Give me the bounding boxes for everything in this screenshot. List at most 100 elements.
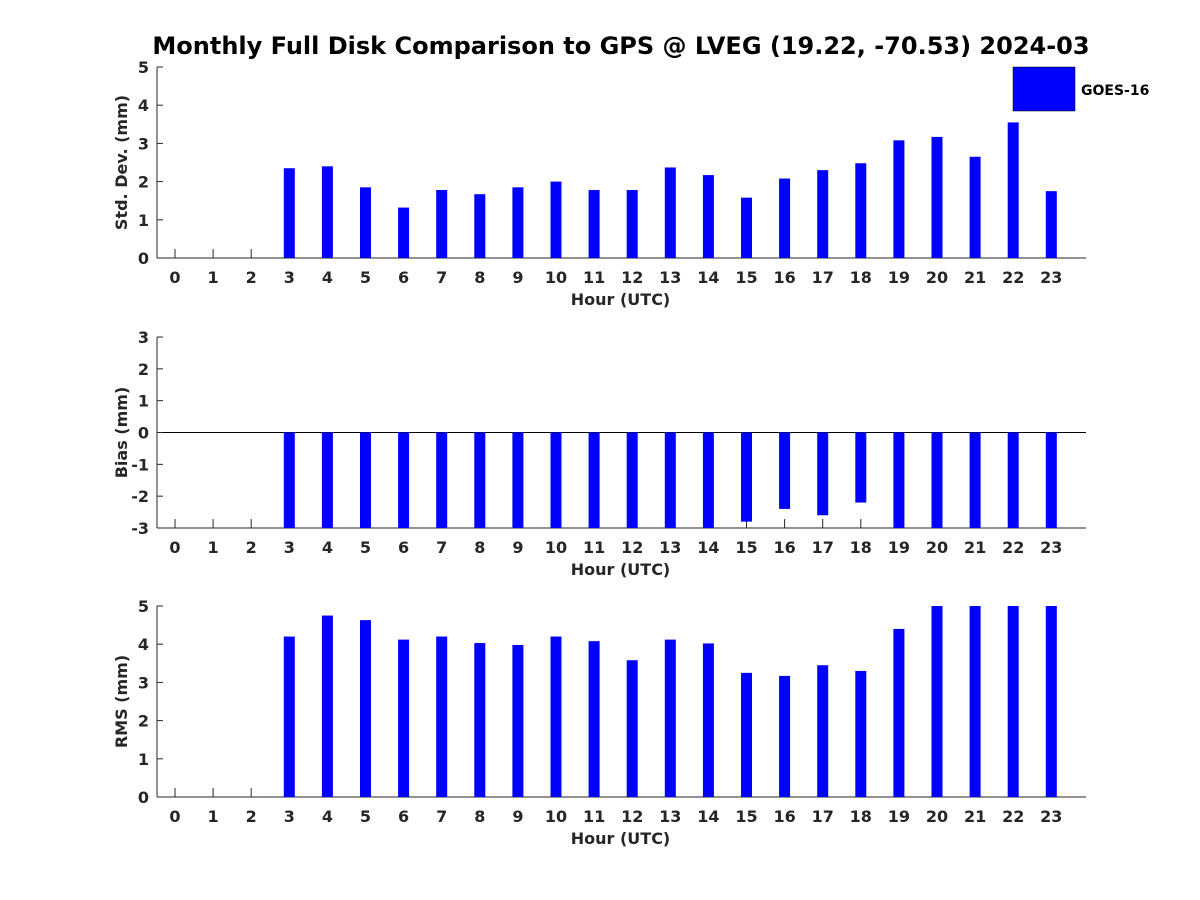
bar: [969, 432, 981, 528]
bar: [664, 432, 676, 528]
x-tick-label: 10: [545, 268, 567, 287]
x-tick-label: 10: [545, 538, 567, 557]
x-tick-label: 20: [926, 807, 948, 826]
x-tick-label: 21: [964, 268, 986, 287]
bar: [321, 432, 333, 528]
bar: [588, 432, 600, 528]
x-tick-label: 2: [246, 538, 257, 557]
bar: [626, 432, 638, 528]
bar: [817, 432, 829, 516]
bar: [474, 194, 486, 258]
x-tick-label: 20: [926, 268, 948, 287]
bar: [360, 620, 371, 797]
x-tick-label: 14: [697, 807, 719, 826]
x-tick-label: 5: [360, 538, 371, 557]
x-tick-label: 3: [284, 538, 295, 557]
bar: [664, 639, 676, 797]
bar: [817, 170, 829, 258]
x-tick-label: 4: [322, 807, 333, 826]
x-tick-label: 11: [583, 538, 605, 557]
bar: [702, 175, 714, 258]
legend-label-goes16: GOES-16: [1081, 83, 1149, 99]
bar: [702, 643, 714, 797]
x-tick-label: 22: [1002, 538, 1024, 557]
y-tick-label: -1: [131, 455, 149, 474]
bar: [321, 615, 333, 797]
bar: [512, 644, 524, 797]
x-tick-label: 7: [436, 807, 447, 826]
bar: [741, 197, 752, 258]
x-tick-label: 15: [735, 807, 757, 826]
bar: [550, 181, 562, 258]
x-tick-label: 23: [1040, 807, 1062, 826]
x-tick-label: 6: [398, 268, 409, 287]
bar: [474, 432, 486, 528]
x-tick-label: 9: [512, 807, 523, 826]
x-tick-label: 12: [621, 807, 643, 826]
x-tick-label: 18: [850, 538, 872, 557]
bar: [931, 136, 943, 258]
x-tick-label: 16: [773, 538, 795, 557]
y-tick-label: 0: [138, 424, 149, 443]
x-tick-label: 19: [888, 807, 910, 826]
bar: [360, 187, 371, 258]
x-tick-label: 15: [735, 538, 757, 557]
y-tick-label: 2: [138, 712, 149, 731]
bar: [741, 432, 752, 522]
x-tick-label: 11: [583, 807, 605, 826]
bar: [893, 432, 905, 528]
bar: [893, 628, 905, 797]
y-tick-label: 3: [138, 673, 149, 692]
bar: [283, 636, 295, 797]
bar: [321, 166, 333, 258]
bar: [779, 675, 791, 797]
bar: [436, 432, 448, 528]
x-tick-label: 15: [735, 268, 757, 287]
x-tick-label: 18: [850, 807, 872, 826]
x-tick-label: 13: [659, 807, 681, 826]
x-tick-label: 9: [512, 538, 523, 557]
bar: [398, 639, 410, 797]
y-tick-label: 4: [138, 96, 149, 115]
x-tick-label: 7: [436, 538, 447, 557]
x-tick-label: 4: [322, 268, 333, 287]
x-tick-label: 12: [621, 538, 643, 557]
bar: [550, 636, 562, 797]
x-tick-label: 0: [169, 807, 180, 826]
x-tick-label: 16: [773, 807, 795, 826]
bar: [398, 432, 410, 528]
x-tick-label: 2: [246, 807, 257, 826]
bar: [1007, 432, 1019, 528]
x-tick-label: 8: [474, 268, 485, 287]
bar: [436, 190, 448, 258]
bar: [664, 167, 676, 258]
bar: [702, 432, 714, 528]
y-tick-label: 0: [138, 788, 149, 807]
y-tick-label: 2: [138, 173, 149, 192]
x-tick-label: 17: [812, 538, 834, 557]
y-tick-label: 2: [138, 360, 149, 379]
x-tick-label: 23: [1040, 268, 1062, 287]
bar: [626, 660, 638, 797]
x-tick-label: 3: [284, 268, 295, 287]
x-tick-label: 22: [1002, 807, 1024, 826]
bar: [398, 207, 410, 258]
x-tick-label: 14: [697, 268, 719, 287]
chart-title: Monthly Full Disk Comparison to GPS @ LV…: [152, 32, 1089, 60]
bar: [512, 432, 524, 528]
x-tick-label: 6: [398, 807, 409, 826]
y-tick-label: 1: [138, 392, 149, 411]
x-tick-label: 23: [1040, 538, 1062, 557]
y-tick-label: 0: [138, 249, 149, 268]
x-tick-label: 5: [360, 807, 371, 826]
x-tick-label: 17: [812, 268, 834, 287]
x-tick-label: 6: [398, 538, 409, 557]
bar: [779, 178, 791, 258]
x-tick-label: 12: [621, 268, 643, 287]
x-axis-label: Hour (UTC): [571, 829, 671, 848]
x-tick-label: 20: [926, 538, 948, 557]
